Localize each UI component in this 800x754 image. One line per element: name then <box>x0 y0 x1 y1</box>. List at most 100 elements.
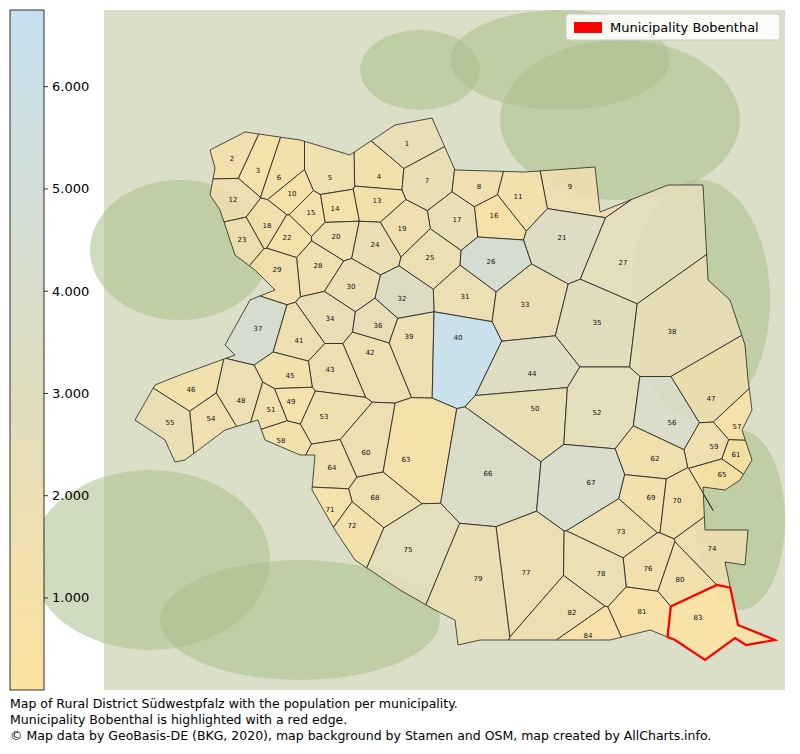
municipality-label: 52 <box>593 409 602 417</box>
municipality-label: 8 <box>477 183 481 191</box>
municipality-label: 49 <box>287 398 296 406</box>
municipality-label: 29 <box>273 266 282 274</box>
municipality-label: 12 <box>229 196 238 204</box>
municipality-label: 14 <box>331 205 340 213</box>
municipality-label: 79 <box>474 575 483 583</box>
municipality-label: 35 <box>593 319 602 327</box>
highlight-edge <box>668 585 776 660</box>
municipality-label: 77 <box>522 569 531 577</box>
municipality-label: 28 <box>314 262 323 270</box>
municipality-label: 73 <box>617 528 626 536</box>
municipality-label: 50 <box>531 405 540 413</box>
colorbar-tick-label: 2.000 <box>52 488 89 503</box>
legend-label: Municipality Bobenthal <box>610 20 759 35</box>
municipality-label: 70 <box>673 497 682 505</box>
municipality-label: 57 <box>733 423 742 431</box>
municipality-label: 5 <box>328 174 332 182</box>
municipality-label: 31 <box>461 293 470 301</box>
municipality-label: 78 <box>597 570 606 578</box>
legend-box <box>566 14 780 40</box>
caption-line: Municipality Bobenthal is highlighted wi… <box>10 712 347 727</box>
municipality-label: 23 <box>238 236 247 244</box>
municipality <box>426 523 510 645</box>
municipality-label: 2 <box>230 155 234 163</box>
municipality <box>308 344 365 398</box>
municipality-label: 20 <box>332 233 341 241</box>
municipality-label: 10 <box>288 190 297 198</box>
municipality-label: 82 <box>568 609 577 617</box>
municipality-label: 22 <box>283 234 292 242</box>
municipality-label: 18 <box>263 222 272 230</box>
municipality-label: 34 <box>326 315 335 323</box>
municipality-label: 54 <box>207 415 216 423</box>
municipality-label: 42 <box>366 349 375 357</box>
municipality-label: 81 <box>638 608 647 616</box>
municipality-label: 33 <box>521 301 530 309</box>
municipality-label: 17 <box>453 216 462 224</box>
municipality-label: 11 <box>514 193 523 201</box>
colorbar-tick <box>44 495 48 496</box>
municipality-label: 41 <box>295 337 304 345</box>
municipality-label: 26 <box>487 258 496 266</box>
municipality <box>475 336 580 396</box>
colorbar-tick-label: 5.000 <box>52 181 89 196</box>
municipality-label: 63 <box>402 456 411 464</box>
municipality-label: 27 <box>619 259 628 267</box>
municipality-label: 37 <box>254 325 263 333</box>
municipality-label: 4 <box>377 173 382 181</box>
municipality-label: 36 <box>374 322 383 330</box>
municipality-label: 72 <box>348 522 357 530</box>
municipality <box>135 388 194 462</box>
municipality-label: 7 <box>425 177 429 185</box>
caption-line: © Map data by GeoBasis-DE (BKG, 2020), m… <box>10 728 711 743</box>
municipality-label: 43 <box>326 366 335 374</box>
municipality-label: 55 <box>166 419 175 427</box>
municipality-label: 38 <box>668 328 677 336</box>
municipality <box>354 141 404 190</box>
colorbar-tick <box>44 188 48 189</box>
municipality-label: 58 <box>277 437 286 445</box>
municipality-label: 75 <box>404 546 413 554</box>
municipality <box>556 606 621 640</box>
municipality-label: 60 <box>362 449 371 457</box>
municipality-label: 46 <box>187 386 196 394</box>
municipality-label: 3 <box>256 167 260 175</box>
municipality-label: 66 <box>484 470 493 478</box>
map-background <box>104 10 785 690</box>
municipality-label: 16 <box>490 212 499 220</box>
municipality-label: 15 <box>307 209 316 217</box>
municipality-label: 65 <box>718 471 727 479</box>
legend-swatch <box>574 22 602 33</box>
municipality <box>190 393 237 454</box>
municipality-label: 68 <box>371 494 380 502</box>
municipality-label: 83 <box>694 614 703 622</box>
municipality-label: 67 <box>587 479 596 487</box>
municipality <box>320 189 359 222</box>
municipality-label: 39 <box>405 333 414 341</box>
municipality-label: 51 <box>267 406 276 414</box>
municipality <box>441 407 541 527</box>
municipality-label: 71 <box>326 506 335 514</box>
municipality <box>261 421 311 455</box>
municipality-label: 19 <box>398 225 407 233</box>
municipality-label: 59 <box>710 443 719 451</box>
colorbar-tick <box>44 86 48 87</box>
municipality-label: 76 <box>644 565 653 573</box>
municipality-label: 21 <box>558 234 567 242</box>
municipality-label: 44 <box>528 370 537 378</box>
municipality <box>249 248 300 305</box>
municipality-label: 6 <box>277 174 282 182</box>
municipality-label: 1 <box>405 140 409 148</box>
municipality-labels: 1234567891011121314151617181920212223242… <box>166 140 742 640</box>
municipality-label: 56 <box>668 419 677 427</box>
forest-patch <box>360 30 480 110</box>
municipality-label: 84 <box>584 632 593 640</box>
municipality-label: 24 <box>371 241 380 249</box>
colorbar-tick-label: 1.000 <box>52 590 89 605</box>
municipality-label: 40 <box>454 334 463 342</box>
municipality-label: 25 <box>426 254 435 262</box>
municipalities <box>135 118 775 660</box>
municipality <box>615 426 688 479</box>
municipality-label: 47 <box>707 395 716 403</box>
colorbar <box>10 10 44 690</box>
